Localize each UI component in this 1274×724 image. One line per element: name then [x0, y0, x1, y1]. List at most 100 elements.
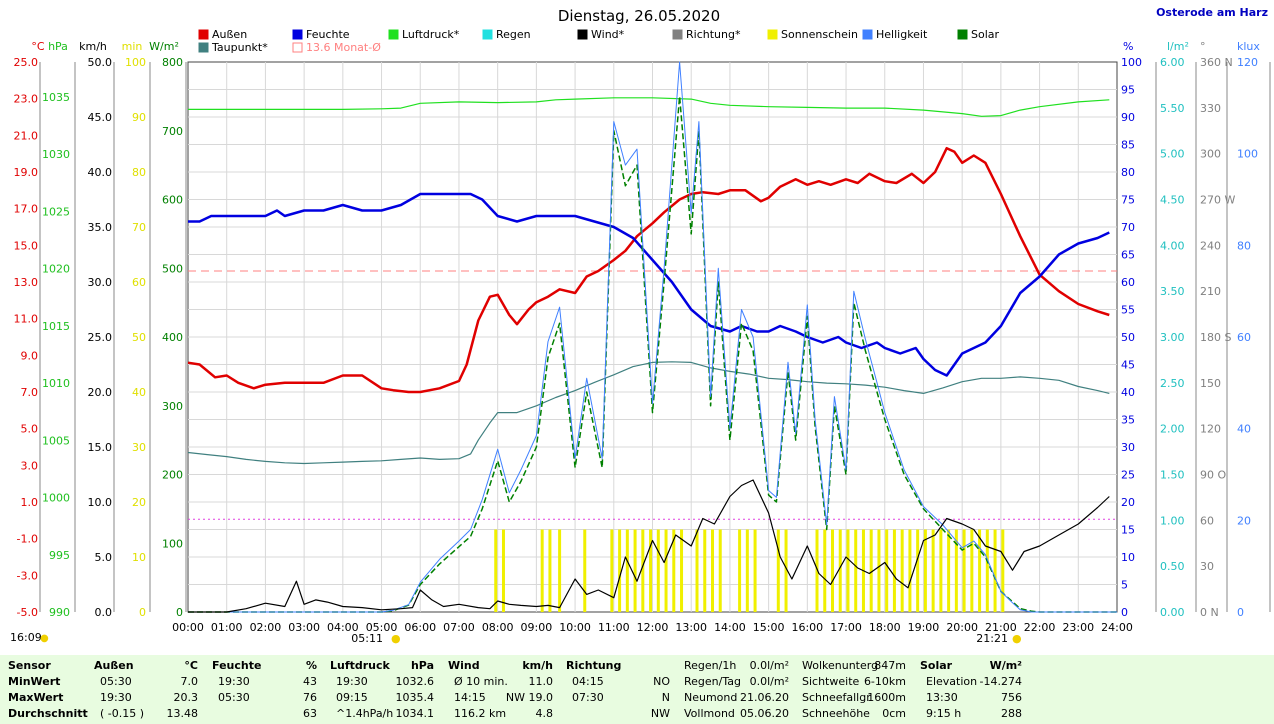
axis-tick-label: 0	[139, 606, 146, 619]
summary-cell: 13.48	[166, 707, 199, 720]
axis-tick-label: 11.0	[14, 313, 39, 326]
x-tick-label: 04:00	[327, 621, 359, 634]
legend-label: Regen	[496, 28, 531, 41]
legend-label: Sonnenschein	[781, 28, 858, 41]
summary-cell: 21.06.20	[740, 691, 789, 704]
axis-tick-label: 30.0	[88, 276, 113, 289]
axis-tick-label: 19.0	[14, 166, 39, 179]
summary-cell: 63	[303, 707, 317, 720]
axis-tick-label: 30	[132, 441, 146, 454]
axis-tick-label: 10	[1121, 551, 1135, 564]
grid	[187, 61, 1118, 613]
x-tick-label: 20:00	[946, 621, 978, 634]
axis-tick-label: 0	[176, 606, 183, 619]
legend-swatch	[577, 29, 588, 40]
series-line-helligkeit	[188, 61, 1117, 613]
x-tick-label: 16:00	[791, 621, 823, 634]
axis-tick-label: 90	[1121, 111, 1135, 124]
summary-cell: Elevation	[926, 675, 978, 688]
axis-tick-label: 100	[1121, 56, 1142, 69]
summary-row-label: MaxWert	[8, 691, 64, 704]
axis-tick-label: 80	[1237, 239, 1251, 252]
summary-cell: Vollmond	[684, 707, 735, 720]
summary-cell: Wolkenunterg	[802, 659, 879, 672]
sunset-label: 21:21	[976, 632, 1008, 645]
axis-tick-label: 70	[132, 221, 146, 234]
x-tick-label: 18:00	[869, 621, 901, 634]
axis-tick-label: 240	[1200, 239, 1221, 252]
summary-header-unit: °C	[184, 659, 198, 672]
axis-tick-label: 15.0	[88, 441, 113, 454]
axis-tick-label: 45.0	[88, 111, 113, 124]
summary-cell: ( -0.15 )	[100, 707, 145, 720]
summary-cell: 20.3	[173, 691, 199, 704]
summary-cell: 11.0	[528, 675, 554, 688]
axis-tick-label: 60	[132, 276, 146, 289]
axis-tick-label: 90 O	[1200, 469, 1226, 482]
axis-tick-label: 100	[1237, 148, 1258, 161]
summary-row-label: MinWert	[8, 675, 61, 688]
summary-cell: Schneehöhe	[802, 707, 870, 720]
legend-label: Außen	[212, 28, 247, 41]
axis-tick-label: 2.00	[1160, 423, 1185, 436]
axis-tick-label: 1035	[42, 91, 70, 104]
axis-tick-label: 75	[1121, 194, 1135, 207]
legend-label: Taupunkt*	[211, 41, 268, 54]
axis-tick-label: 300	[162, 400, 183, 413]
axis-tick-label: 40	[132, 386, 146, 399]
axis-tick-label: 500	[162, 262, 183, 275]
x-tick-label: 07:00	[443, 621, 475, 634]
axis-tick-label: 7.0	[21, 386, 39, 399]
x-tick-label: 03:00	[288, 621, 320, 634]
summary-cell: 0.0l/m²	[749, 659, 789, 672]
axis-tick-label: 60	[1200, 514, 1214, 527]
axis-tick-label: 400	[162, 331, 183, 344]
summary-cell: Ø 10 min.	[454, 675, 508, 688]
series-line-feuchte	[188, 192, 1110, 377]
axis-tick-label: 3.00	[1160, 331, 1185, 344]
summary-cell: 288	[1001, 707, 1022, 720]
legend-swatch	[388, 29, 399, 40]
summary-header-unit: W/m²	[989, 659, 1022, 672]
legend-swatch	[292, 29, 303, 40]
summary-cell: 0.0l/m²	[749, 675, 789, 688]
axis-tick-label: 80	[132, 166, 146, 179]
summary-header: Sensor	[8, 659, 51, 672]
series-line-luftdruck	[188, 97, 1110, 117]
current-time-label: 16:09	[10, 631, 42, 644]
sunrise-icon: ●	[391, 632, 401, 645]
x-tick-label: 01:00	[211, 621, 243, 634]
x-tick-label: 02:00	[250, 621, 282, 634]
axis-tick-label: 270 W	[1200, 194, 1235, 207]
x-tick-label: 13:00	[675, 621, 707, 634]
weather-chart: Dienstag, 26.05.2020 Osterode am Harz Au…	[10, 6, 1271, 645]
axis-tick-label: 20	[1237, 514, 1251, 527]
location-label: Osterode am Harz	[1156, 6, 1268, 19]
summary-cell: 05:30	[218, 691, 250, 704]
axis-tick-label: 21.0	[14, 129, 39, 142]
summary-cell: 09:15	[336, 691, 368, 704]
axis-unit: klux	[1237, 40, 1260, 53]
axis-tick-label: 4.00	[1160, 239, 1185, 252]
summary-cell: 14:15	[454, 691, 486, 704]
axis-unit: min	[122, 40, 143, 53]
axis-unit: hPa	[48, 40, 68, 53]
summary-cell: 6-10km	[863, 675, 906, 688]
axis-tick-label: 800	[162, 56, 183, 69]
legend: Außen Feuchte Luftdruck* Regen Wind* Richtung…	[198, 28, 1000, 54]
summary-header: Luftdruck	[330, 659, 390, 672]
legend-swatch	[292, 42, 303, 53]
axis-unit: l/m²	[1167, 40, 1189, 53]
axis-tick-label: 95	[1121, 84, 1135, 97]
x-tick-label: 19:00	[908, 621, 940, 634]
axis-tick-label: 1.00	[1160, 514, 1185, 527]
x-tick-label: 12:00	[637, 621, 669, 634]
summary-cell: 43	[303, 675, 317, 688]
axis-tick-label: 13.0	[14, 276, 39, 289]
axis-tick-label: 0	[1121, 606, 1128, 619]
summary-cell: 0cm	[882, 707, 906, 720]
axis-tick-label: 2.50	[1160, 377, 1185, 390]
axis-tick-label: 1015	[42, 320, 70, 333]
chart-title: Dienstag, 26.05.2020	[558, 7, 720, 25]
x-tick-label: 15:00	[753, 621, 785, 634]
